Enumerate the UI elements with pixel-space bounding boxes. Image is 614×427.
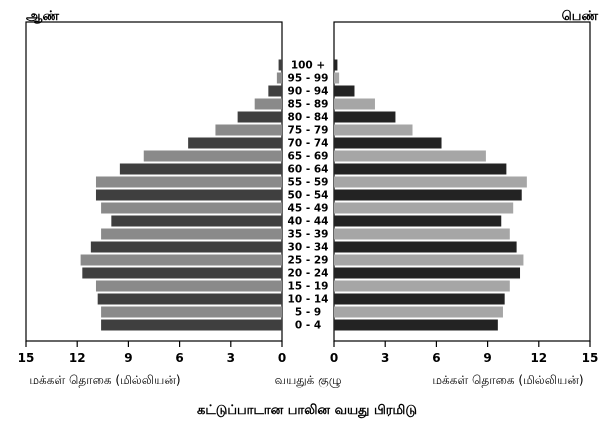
male-bar xyxy=(101,306,283,318)
age-group-label: 25 - 29 xyxy=(288,255,329,267)
male-bar xyxy=(95,176,283,188)
male-panel-label: ஆண் xyxy=(26,9,59,24)
female-tick-label: 12 xyxy=(530,351,547,365)
male-bar xyxy=(95,280,283,292)
female-bar xyxy=(334,293,505,305)
chart-title: கட்டுப்பாடான பாலின வயது பிரமிடு xyxy=(197,403,417,418)
male-bar xyxy=(276,72,282,84)
age-group-label: 30 - 34 xyxy=(288,242,329,254)
age-group-label: 80 - 84 xyxy=(288,112,329,124)
male-bar xyxy=(119,163,282,175)
age-group-label: 50 - 54 xyxy=(288,190,329,202)
age-group-label: 55 - 59 xyxy=(288,177,329,189)
age-group-label: 65 - 69 xyxy=(288,151,329,163)
female-tick-label: 9 xyxy=(483,351,491,365)
female-tick-label: 6 xyxy=(432,351,440,365)
age-group-label: 15 - 19 xyxy=(288,281,329,293)
female-bar xyxy=(334,137,442,149)
male-bar xyxy=(278,59,282,71)
female-bar xyxy=(334,202,514,214)
male-bar xyxy=(237,111,282,123)
age-group-label: 90 - 94 xyxy=(288,86,329,98)
female-bar xyxy=(334,98,375,110)
male-bars xyxy=(80,59,283,331)
female-bar xyxy=(334,254,524,266)
male-bar xyxy=(101,319,283,331)
female-bar xyxy=(334,176,527,188)
male-bar xyxy=(95,189,283,201)
male-tick-label: 12 xyxy=(69,351,86,365)
female-bar xyxy=(334,85,355,97)
male-bar xyxy=(101,202,283,214)
age-group-label: 95 - 99 xyxy=(288,73,329,85)
female-panel-label: பெண் xyxy=(562,9,599,24)
age-group-label: 100 + xyxy=(291,60,325,72)
male-bar xyxy=(215,124,282,136)
female-bar xyxy=(334,124,413,136)
male-tick-label: 9 xyxy=(124,351,132,365)
female-bar xyxy=(334,241,517,253)
male-bar xyxy=(188,137,282,149)
age-group-label: 35 - 39 xyxy=(288,229,329,241)
age-group-label: 20 - 24 xyxy=(288,268,329,280)
left-axis-title: மக்கள் தொகை (மில்லியன்) xyxy=(29,373,180,387)
age-group-label: 5 - 9 xyxy=(295,307,321,319)
female-bar xyxy=(334,163,507,175)
age-group-label: 85 - 89 xyxy=(288,99,329,111)
female-tick-label: 15 xyxy=(582,351,599,365)
female-bar xyxy=(334,150,486,162)
age-group-label: 60 - 64 xyxy=(288,164,329,176)
female-bar xyxy=(334,228,510,240)
male-bar xyxy=(101,228,283,240)
male-bar xyxy=(268,85,282,97)
center-axis-title: வயதுக் குழு xyxy=(274,373,341,388)
female-bar xyxy=(334,267,521,279)
age-group-label: 45 - 49 xyxy=(288,203,329,215)
male-tick-label: 3 xyxy=(227,351,235,365)
female-bar xyxy=(334,189,522,201)
female-bar xyxy=(334,111,396,123)
male-bar xyxy=(143,150,282,162)
female-tick-label: 3 xyxy=(381,351,389,365)
age-group-label: 75 - 79 xyxy=(288,125,329,137)
male-tick-label: 15 xyxy=(18,351,35,365)
male-bar xyxy=(111,215,282,227)
age-group-label: 10 - 14 xyxy=(288,294,329,306)
male-bar xyxy=(97,293,283,305)
right-axis-title: மக்கள் தொகை (மில்லியன்) xyxy=(432,373,583,387)
female-bar xyxy=(334,59,338,71)
male-bar xyxy=(82,267,282,279)
age-group-label: 0 - 4 xyxy=(295,320,321,332)
female-bar xyxy=(334,280,510,292)
axes: 15 15 12 12 9 9 6 6 3 3 0 0 xyxy=(18,341,599,365)
female-bar xyxy=(334,215,502,227)
female-bar xyxy=(334,319,498,331)
male-bar xyxy=(80,254,282,266)
male-bar xyxy=(254,98,282,110)
male-tick-label: 6 xyxy=(175,351,183,365)
male-bar xyxy=(90,241,282,253)
female-tick-label: 0 xyxy=(330,351,338,365)
age-group-label: 70 - 74 xyxy=(288,138,329,150)
female-bars xyxy=(334,59,527,331)
female-bar xyxy=(334,72,340,84)
male-tick-label: 0 xyxy=(278,351,286,365)
female-bar xyxy=(334,306,503,318)
age-group-label: 40 - 44 xyxy=(288,216,329,228)
